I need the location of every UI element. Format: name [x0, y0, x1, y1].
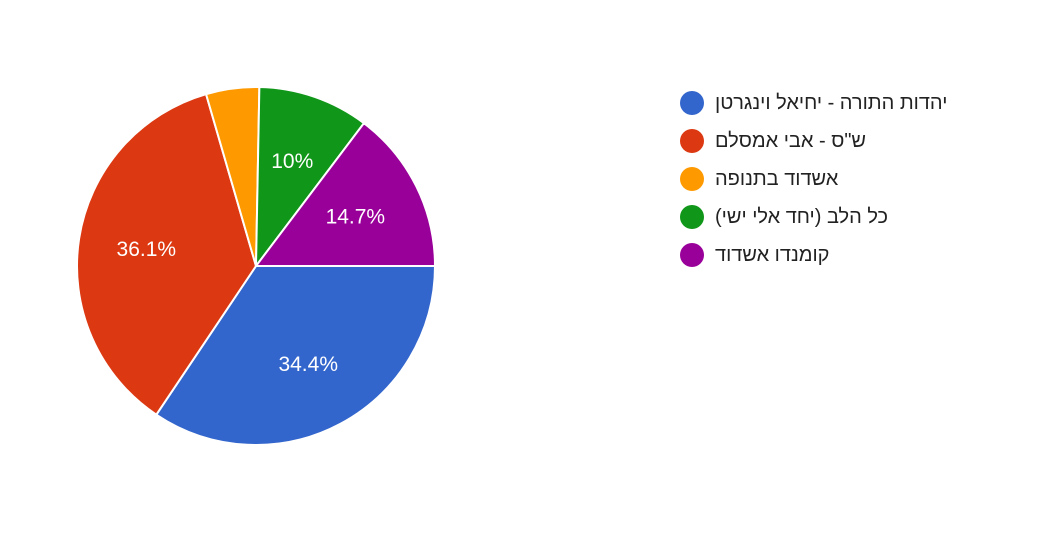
pie-slice-4	[255, 86, 365, 267]
pie-slices	[76, 86, 436, 446]
slice-label-4: 10%	[271, 150, 313, 173]
pie-slice-5	[255, 122, 436, 267]
slice-label-2: 36.1%	[117, 238, 177, 261]
legend-swatch-5	[680, 243, 704, 267]
legend-label-4: כל הלב (יחד אלי ישי)	[715, 205, 889, 228]
slice-label-5: 14.7%	[326, 206, 386, 229]
legend-item-4: כל הלב (יחד אלי ישי)	[680, 198, 1040, 236]
legend-label-3: אשדוד בתנופה	[715, 167, 839, 190]
pie-slice-2	[76, 93, 257, 416]
pie-slice-labels: 34.4% 36.1% 10% 14.7%	[117, 150, 386, 376]
slice-label-1: 34.4%	[278, 353, 338, 376]
legend-item-3: אשדוד בתנופה	[680, 160, 1040, 198]
legend-label-5: קומנדו אשדוד	[715, 243, 830, 266]
legend-swatch-4	[680, 205, 704, 229]
legend-swatch-2	[680, 129, 704, 153]
pie-slice-1	[155, 265, 436, 446]
legend-item-5: קומנדו אשדוד	[680, 236, 1040, 274]
legend-swatch-3	[680, 167, 704, 191]
legend-swatch-1	[680, 91, 704, 115]
legend-item-2: ש"ס - אבי אמסלם	[680, 122, 1040, 160]
legend-label-2: ש"ס - אבי אמסלם	[715, 129, 867, 152]
legend: יהדות התורה - יחיאל וינגרטן ש"ס - אבי אמס…	[680, 84, 1040, 274]
legend-item-1: יהדות התורה - יחיאל וינגרטן	[680, 84, 1040, 122]
legend-label-1: יהדות התורה - יחיאל וינגרטן	[715, 91, 948, 114]
